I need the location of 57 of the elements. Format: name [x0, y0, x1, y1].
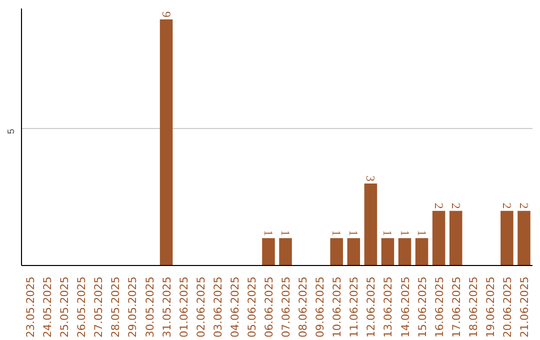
- x-tick-label: 27.05.2025: [92, 276, 106, 338]
- x-tick-label: 04.06.2025: [228, 276, 242, 338]
- x-tick-label: 11.06.2025: [348, 276, 361, 338]
- data-label: 1: [330, 230, 344, 236]
- x-tick-label: 20.06.2025: [500, 276, 514, 338]
- bar: [262, 238, 275, 266]
- x-tick-label: 05.06.2025: [245, 276, 258, 338]
- x-tick-label: 24.05.2025: [41, 276, 54, 338]
- data-label: 2: [500, 202, 514, 209]
- x-tick-label: 12.06.2025: [364, 276, 378, 338]
- bar: [500, 210, 514, 266]
- bar: [381, 238, 394, 266]
- x-tick-label: 07.06.2025: [280, 276, 293, 338]
- x-tick-label: 01.06.2025: [177, 276, 190, 338]
- bar: [364, 183, 378, 266]
- bar: [347, 238, 360, 266]
- x-tick-label: 17.06.2025: [450, 276, 463, 338]
- x-tick-label: 16.06.2025: [432, 276, 446, 338]
- x-tick-label: 06.06.2025: [262, 276, 276, 338]
- bar: [330, 238, 344, 266]
- x-tick-label: 19.06.2025: [484, 276, 497, 338]
- data-label: 9: [159, 11, 174, 18]
- data-label: 1: [346, 230, 361, 236]
- x-tick-label: 23.05.2025: [24, 276, 38, 338]
- data-label: 1: [261, 230, 276, 236]
- x-tick-label: 15.06.2025: [416, 276, 429, 338]
- x-tick-label: 29.05.2025: [126, 276, 140, 338]
- x-tick-label: 25.05.2025: [58, 276, 72, 338]
- bar: [432, 210, 446, 266]
- data-label: 1: [414, 230, 429, 236]
- bar: [415, 238, 428, 266]
- x-tick-label: 09.06.2025: [314, 276, 327, 338]
- bar: [160, 19, 173, 266]
- x-tick-label: 28.05.2025: [109, 276, 122, 338]
- data-label: 3: [364, 175, 378, 182]
- x-tick-label: 14.06.2025: [398, 276, 412, 338]
- bar: [279, 238, 292, 266]
- data-label: 2: [516, 202, 531, 209]
- data-label: 1: [398, 230, 412, 236]
- x-tick-label: 31.05.2025: [160, 276, 174, 338]
- x-tick-label: 03.06.2025: [211, 276, 224, 338]
- x-tick-label: 18.06.2025: [466, 276, 480, 338]
- x-tick-label: 26.05.2025: [75, 276, 88, 338]
- bar: [518, 210, 530, 266]
- bar: [398, 238, 412, 266]
- bar: [449, 210, 462, 266]
- data-label: 1: [380, 230, 395, 236]
- x-tick-label: 02.06.2025: [194, 276, 208, 338]
- data-label: 2: [448, 202, 463, 209]
- x-tick-label: 30.05.2025: [143, 276, 156, 338]
- x-tick-label: 08.06.2025: [296, 276, 310, 338]
- y-tick-label: 5: [6, 128, 16, 134]
- data-label: 2: [432, 202, 446, 209]
- x-tick-label: 10.06.2025: [330, 276, 344, 338]
- data-label: 1: [278, 230, 293, 236]
- x-tick-label: 21.06.2025: [518, 276, 531, 338]
- x-tick-label: 13.06.2025: [382, 276, 395, 338]
